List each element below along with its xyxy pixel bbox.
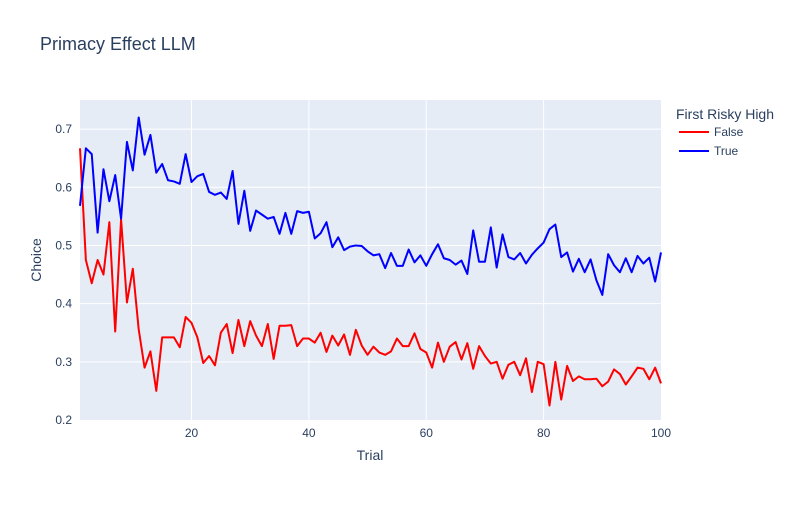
y-tick-label: 0.6 <box>55 180 72 194</box>
legend-items: False True <box>679 125 744 158</box>
chart-title: Primacy Effect LLM <box>40 34 196 54</box>
y-tick-label: 0.7 <box>55 122 72 136</box>
legend-label-true: True <box>714 144 739 158</box>
x-tick-label: 100 <box>651 426 671 440</box>
y-tick-label: 0.3 <box>55 355 72 369</box>
series-line-true <box>79 116 662 296</box>
plot-background <box>80 100 661 420</box>
y-tick-label: 0.5 <box>55 238 72 252</box>
legend: First Risky High False True <box>676 106 774 158</box>
legend-title: First Risky High <box>676 106 774 122</box>
y-tick-label: 0.2 <box>55 413 72 427</box>
grid <box>80 100 661 420</box>
x-tick-label: 80 <box>537 426 551 440</box>
series-layer <box>79 116 662 407</box>
x-tick-label: 40 <box>302 426 316 440</box>
x-axis-title: Trial <box>357 447 384 463</box>
legend-label-false: False <box>714 125 744 139</box>
y-tick-label: 0.4 <box>55 297 72 311</box>
x-tick-label: 20 <box>185 426 199 440</box>
x-tick-label: 60 <box>420 426 434 440</box>
tick-labels: 0.2 0.3 0.4 0.5 0.6 0.7 20 40 60 80 100 <box>55 122 671 440</box>
y-axis-title: Choice <box>28 238 44 282</box>
series-line-false <box>79 148 662 407</box>
